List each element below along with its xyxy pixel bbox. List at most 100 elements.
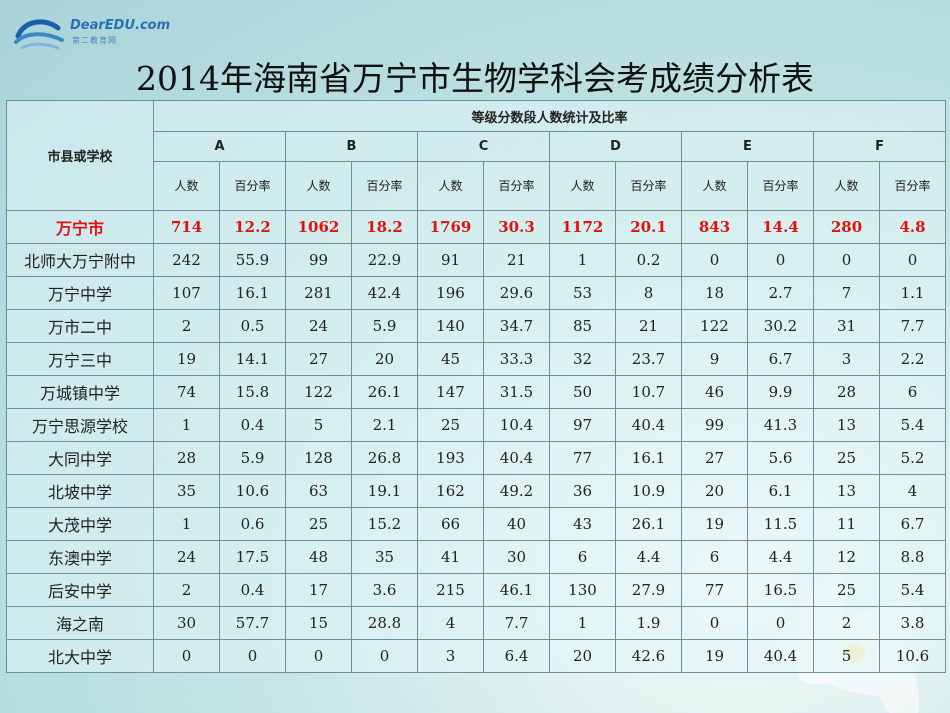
- count-cell: 77: [681, 573, 748, 607]
- count-cell: 35: [153, 474, 220, 508]
- percent-cell: 4.8: [878, 210, 947, 244]
- count-cell: 28: [813, 375, 880, 409]
- percent-cell: 0.5: [219, 309, 286, 343]
- percent-cell: 23.7: [615, 342, 682, 376]
- count-cell: 24: [153, 540, 220, 574]
- count-cell: 1172: [549, 210, 616, 244]
- count-cell: 843: [681, 210, 748, 244]
- percent-cell: 42.4: [351, 276, 418, 310]
- school-name: 万宁中学: [6, 276, 154, 310]
- percent-cell: 6.1: [747, 474, 814, 508]
- count-header: 人数: [813, 161, 880, 211]
- table-row: 万市二中 2 0.5 24 5.9 140 34.7 85 21 122 30.2 31 7.7: [6, 309, 947, 343]
- percent-header: 百分率: [747, 161, 814, 211]
- count-cell: 122: [285, 375, 352, 409]
- percent-cell: 0: [351, 639, 418, 673]
- count-cell: 128: [285, 441, 352, 475]
- percent-cell: 21: [483, 243, 550, 277]
- percent-cell: 15.2: [351, 507, 418, 541]
- percent-cell: 57.7: [219, 606, 286, 640]
- percent-cell: 0: [878, 243, 947, 277]
- percent-cell: 5.4: [878, 573, 947, 607]
- percent-cell: 16.1: [219, 276, 286, 310]
- percent-cell: 2.1: [351, 408, 418, 442]
- table-row: 大同中学 28 5.9 128 26.8 193 40.4 77 16.1 27 5.6 25 5.2: [6, 441, 947, 475]
- count-cell: 77: [549, 441, 616, 475]
- percent-cell: 22.9: [351, 243, 418, 277]
- count-cell: 1: [153, 507, 220, 541]
- percent-cell: 19.1: [351, 474, 418, 508]
- count-cell: 0: [681, 606, 748, 640]
- percent-cell: 4.4: [747, 540, 814, 574]
- percent-cell: 0: [747, 243, 814, 277]
- count-cell: 2: [813, 606, 880, 640]
- percent-cell: 34.7: [483, 309, 550, 343]
- count-cell: 107: [153, 276, 220, 310]
- percent-cell: 12.2: [219, 210, 286, 244]
- count-cell: 19: [153, 342, 220, 376]
- percent-cell: 26.1: [615, 507, 682, 541]
- percent-cell: 2.2: [878, 342, 947, 376]
- percent-cell: 55.9: [219, 243, 286, 277]
- grade-header-f: F: [812, 131, 947, 162]
- percent-cell: 16.5: [747, 573, 814, 607]
- school-name: 后安中学: [6, 573, 154, 607]
- grade-header-e: E: [681, 131, 814, 162]
- percent-cell: 9.9: [747, 375, 814, 409]
- table-row: 大茂中学 1 0.6 25 15.2 66 40 43 26.1 19 11.5 11 6.7: [6, 507, 947, 541]
- page-title: 2014年海南省万宁市生物学科会考成绩分析表: [136, 59, 814, 98]
- percent-cell: 31.5: [483, 375, 550, 409]
- percent-cell: 0.4: [219, 408, 286, 442]
- percent-cell: 11.5: [747, 507, 814, 541]
- count-cell: 140: [417, 309, 484, 343]
- count-cell: 20: [681, 474, 748, 508]
- percent-cell: 2.7: [747, 276, 814, 310]
- percent-cell: 0.4: [219, 573, 286, 607]
- school-name: 万宁思源学校: [6, 408, 154, 442]
- count-cell: 48: [285, 540, 352, 574]
- count-cell: 4: [417, 606, 484, 640]
- school-name: 万宁三中: [6, 342, 154, 376]
- percent-cell: 29.6: [483, 276, 550, 310]
- count-cell: 122: [681, 309, 748, 343]
- count-cell: 17: [285, 573, 352, 607]
- table-row: 北坡中学 35 10.6 63 19.1 162 49.2 36 10.9 20 6.1 13 4: [6, 474, 947, 508]
- count-cell: 9: [681, 342, 748, 376]
- percent-cell: 5.2: [878, 441, 947, 475]
- count-cell: 43: [549, 507, 616, 541]
- table-row: 万宁中学 107 16.1 281 42.4 196 29.6 53 8 18 2.7 7 1.1: [6, 276, 947, 310]
- count-cell: 3: [813, 342, 880, 376]
- count-cell: 281: [285, 276, 352, 310]
- school-name: 万市二中: [6, 309, 154, 343]
- table-row: 北师大万宁附中 242 55.9 99 22.9 91 21 1 0.2 0 0 0 0: [6, 243, 947, 277]
- percent-cell: 49.2: [483, 474, 550, 508]
- percent-cell: 14.1: [219, 342, 286, 376]
- percent-cell: 6.4: [483, 639, 550, 673]
- percent-cell: 20: [351, 342, 418, 376]
- count-header: 人数: [681, 161, 748, 211]
- percent-cell: 40.4: [747, 639, 814, 673]
- count-cell: 30: [153, 606, 220, 640]
- grade-header-a: A: [153, 131, 286, 162]
- percent-cell: 20.1: [615, 210, 682, 244]
- percent-cell: 40.4: [483, 441, 550, 475]
- percent-cell: 3.8: [878, 606, 947, 640]
- percent-cell: 10.4: [483, 408, 550, 442]
- count-cell: 162: [417, 474, 484, 508]
- count-cell: 50: [549, 375, 616, 409]
- percent-cell: 30.3: [483, 210, 550, 244]
- count-cell: 0: [813, 243, 880, 277]
- percent-cell: 40.4: [615, 408, 682, 442]
- percent-cell: 1.1: [878, 276, 947, 310]
- percent-cell: 33.3: [483, 342, 550, 376]
- school-name: 北大中学: [6, 639, 154, 673]
- percent-header: 百分率: [351, 161, 418, 211]
- school-name: 万宁市: [6, 210, 154, 244]
- count-header: 人数: [549, 161, 616, 211]
- percent-cell: 4: [878, 474, 947, 508]
- count-header: 人数: [285, 161, 352, 211]
- percent-cell: 26.1: [351, 375, 418, 409]
- percent-cell: 7.7: [878, 309, 947, 343]
- count-cell: 3: [417, 639, 484, 673]
- percent-cell: 1.9: [615, 606, 682, 640]
